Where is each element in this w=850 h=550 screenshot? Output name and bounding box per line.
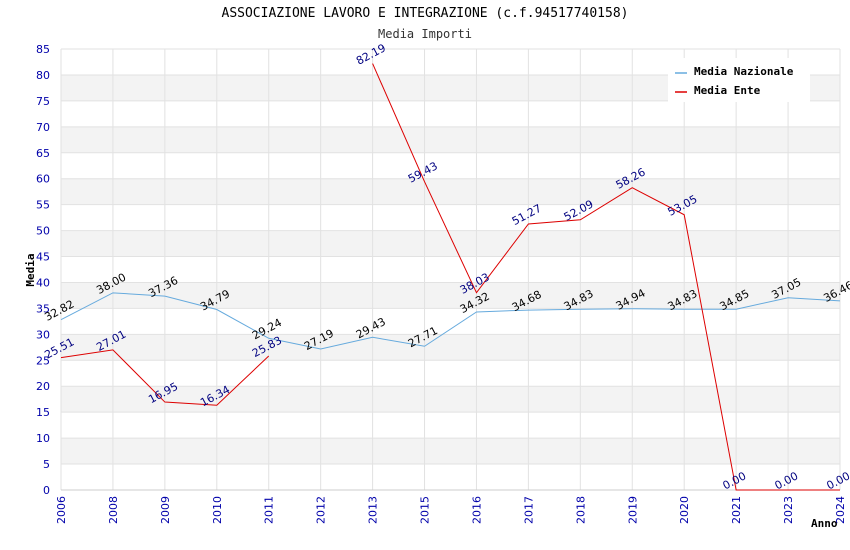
y-tick-label: 20 (36, 380, 50, 393)
x-tick-label: 2019 (626, 496, 639, 524)
y-tick-label: 30 (36, 328, 50, 341)
x-tick-label: 2024 (834, 496, 847, 524)
x-tick-label: 2017 (522, 496, 535, 524)
y-tick-label: 85 (36, 43, 50, 56)
grid-band (61, 204, 840, 231)
grid-band (61, 152, 840, 179)
chart-subtitle: Media Importi (378, 27, 472, 41)
grid-band (61, 308, 840, 335)
y-tick-label: 0 (43, 484, 50, 497)
grid-band (61, 256, 840, 283)
series-line-nazionale (60, 292, 841, 350)
legend-label-ente: Media Ente (694, 84, 761, 97)
x-tick-label: 2020 (678, 496, 691, 524)
x-tick-label: 2012 (315, 496, 328, 524)
y-tick-label: 70 (36, 121, 50, 134)
grid-band (61, 360, 840, 387)
y-tick-label: 80 (36, 69, 50, 82)
grid-band (61, 438, 840, 465)
x-axis-ticks: 2006 2008 2009 2010 2011 2012 2013 2015 2016 2017… (55, 496, 847, 524)
x-tick-label: 2013 (367, 496, 380, 524)
grid-band (61, 282, 840, 309)
series-line-ente (372, 63, 840, 491)
chart-title: ASSOCIAZIONE LAVORO E INTEGRAZIONE (c.f.… (221, 6, 629, 21)
y-tick-label: 40 (36, 276, 50, 289)
grid-band (61, 126, 840, 153)
grid-bands (61, 49, 840, 490)
y-tick-label: 65 (36, 147, 50, 160)
series-line-ente (60, 349, 270, 406)
y-axis-title: Media (24, 253, 37, 286)
legend-label-nazionale: Media Nazionale (694, 65, 794, 78)
x-tick-label: 2009 (159, 496, 172, 524)
grid-band (61, 386, 840, 413)
x-tick-label: 2015 (419, 496, 432, 524)
y-tick-label: 5 (43, 458, 50, 471)
grid-band (61, 230, 840, 257)
grid-band (61, 464, 840, 490)
y-tick-label: 75 (36, 95, 50, 108)
x-tick-label: 2010 (211, 496, 224, 524)
grid-band (61, 412, 840, 439)
x-axis-title: Anno (811, 517, 838, 530)
y-tick-label: 10 (36, 432, 50, 445)
x-tick-label: 2016 (470, 496, 483, 524)
y-tick-label: 25 (36, 354, 50, 367)
legend: Media Nazionale Media Ente (668, 58, 810, 102)
grid-band (61, 100, 840, 127)
y-tick-label: 35 (36, 302, 50, 315)
series-lines (60, 63, 841, 491)
x-tick-label: 2023 (782, 496, 795, 524)
y-tick-label: 60 (36, 173, 50, 186)
grid-band (61, 178, 840, 205)
legend-box (668, 58, 810, 102)
x-tick-label: 2011 (263, 496, 276, 524)
y-tick-label: 45 (36, 251, 50, 264)
grid-band (61, 334, 840, 361)
x-tick-label: 2006 (55, 496, 68, 524)
y-tick-label: 55 (36, 199, 50, 212)
x-tick-label: 2021 (730, 496, 743, 524)
x-tick-label: 2008 (107, 496, 120, 524)
y-tick-label: 50 (36, 225, 50, 238)
y-tick-label: 15 (36, 406, 50, 419)
x-tick-label: 2018 (574, 496, 587, 524)
y-axis-ticks: 0 5 10 15 20 25 30 35 40 45 50 55 60 65 70 75 80 85 (36, 43, 50, 497)
